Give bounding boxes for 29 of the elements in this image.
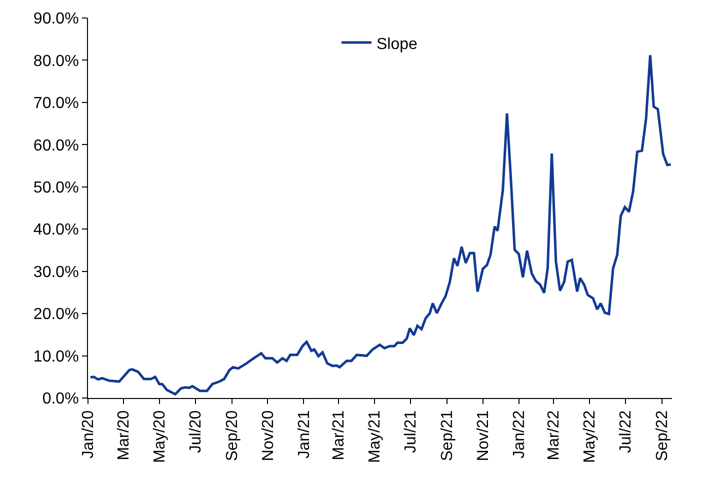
- x-tick-label: Jul/22: [618, 410, 635, 454]
- x-tick-label: Jul/20: [187, 410, 204, 454]
- x-tick-label: Nov/21: [475, 410, 492, 462]
- legend-label: Slope: [376, 36, 418, 53]
- y-tick-label: 40.0%: [33, 222, 79, 239]
- x-tick-label: Jan/20: [80, 410, 98, 458]
- x-tick-label: Jan/21: [296, 410, 313, 458]
- x-tick-label: Sep/21: [439, 410, 456, 462]
- x-tick-label: Sep/20: [224, 410, 241, 462]
- y-tick-label: 10.0%: [33, 348, 79, 366]
- x-tick-label: Mar/21: [330, 410, 348, 460]
- y-tick-label: 80.0%: [33, 52, 79, 70]
- y-tick-label: 20.0%: [33, 306, 79, 324]
- line-series: [89, 54, 672, 396]
- x-tick-label: May/21: [366, 410, 384, 463]
- y-tick-label: 60.0%: [33, 137, 79, 154]
- x-tick-label: Mar/22: [546, 410, 563, 460]
- x-tick-label: Jul/21: [402, 410, 420, 454]
- x-tick-label: Jan/22: [510, 410, 528, 458]
- x-tick-label: Mar/20: [116, 410, 133, 460]
- y-tick-label: 30.0%: [33, 264, 79, 281]
- y-tick-label: 70.0%: [33, 95, 79, 112]
- y-tick-label: 90.0%: [33, 10, 79, 28]
- y-tick-label: 0.0%: [42, 390, 79, 408]
- y-tick-label: 50.0%: [33, 179, 79, 196]
- x-tick-label: May/22: [582, 410, 599, 463]
- x-tick-label: Sep/22: [654, 410, 672, 462]
- x-tick-label: Nov/20: [260, 410, 277, 462]
- x-tick-label: May/20: [152, 410, 169, 463]
